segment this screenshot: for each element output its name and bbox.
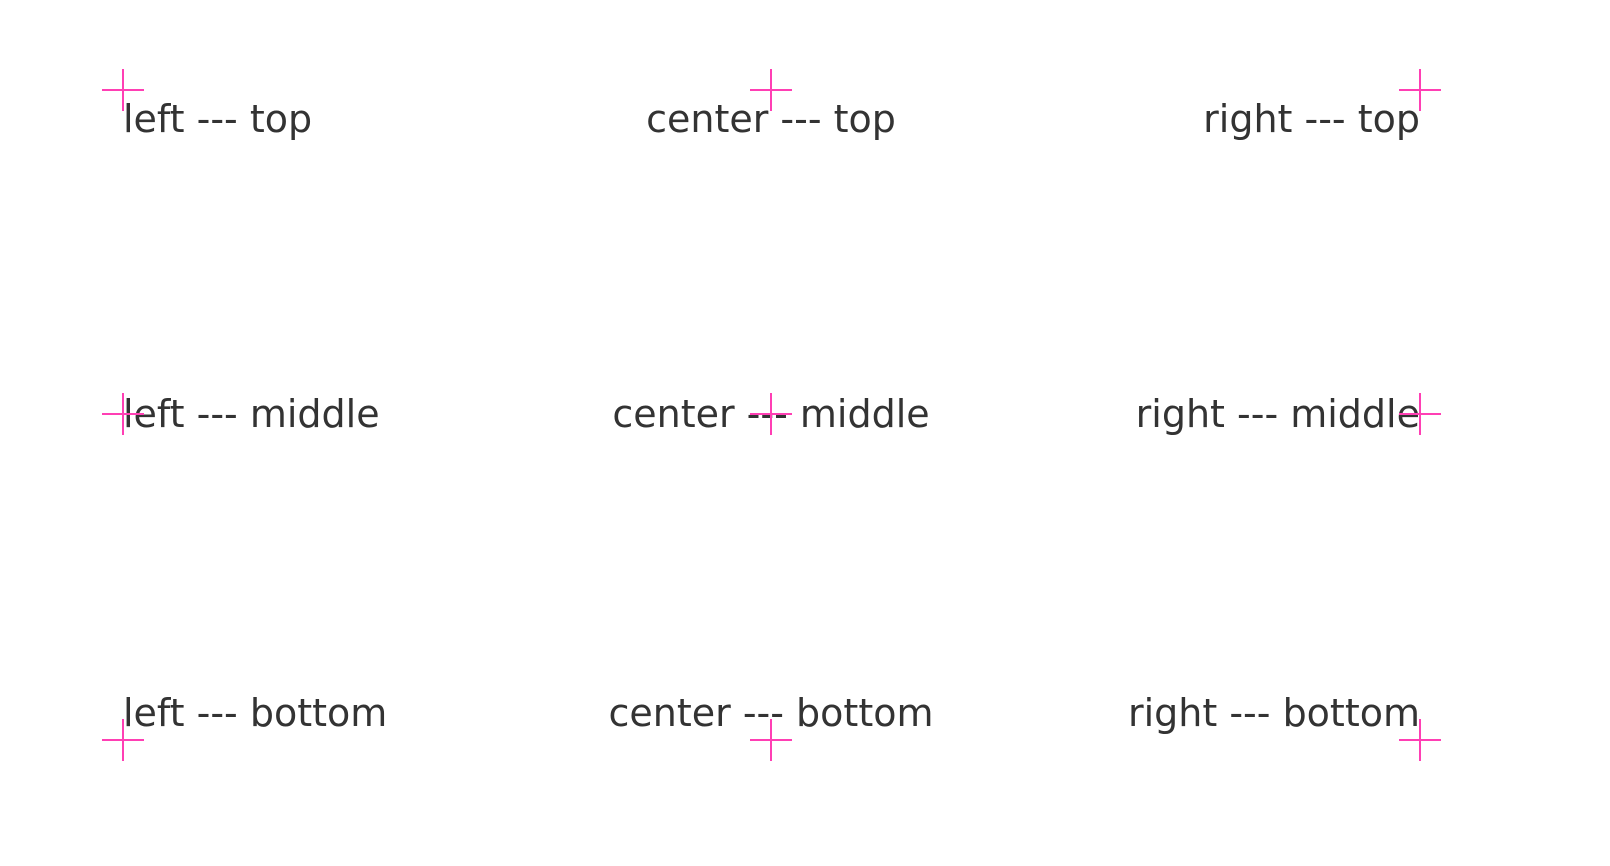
crosshair-icon: [1399, 69, 1441, 111]
crosshair-icon: [102, 393, 144, 435]
crosshair-icon: [102, 69, 144, 111]
crosshair-icon: [750, 719, 792, 761]
label-right-top: right --- top: [1203, 97, 1420, 141]
crosshair-icon: [1399, 719, 1441, 761]
crosshair-icon: [102, 719, 144, 761]
crosshair-icon: [1399, 393, 1441, 435]
label-left-bottom: left --- bottom: [123, 691, 388, 735]
label-left-middle: left --- middle: [123, 392, 380, 436]
crosshair-icon: [750, 69, 792, 111]
label-right-bottom: right --- bottom: [1127, 691, 1420, 735]
crosshair-icon: [750, 393, 792, 435]
label-right-middle: right --- middle: [1135, 392, 1420, 436]
label-left-top: left --- top: [123, 97, 313, 141]
